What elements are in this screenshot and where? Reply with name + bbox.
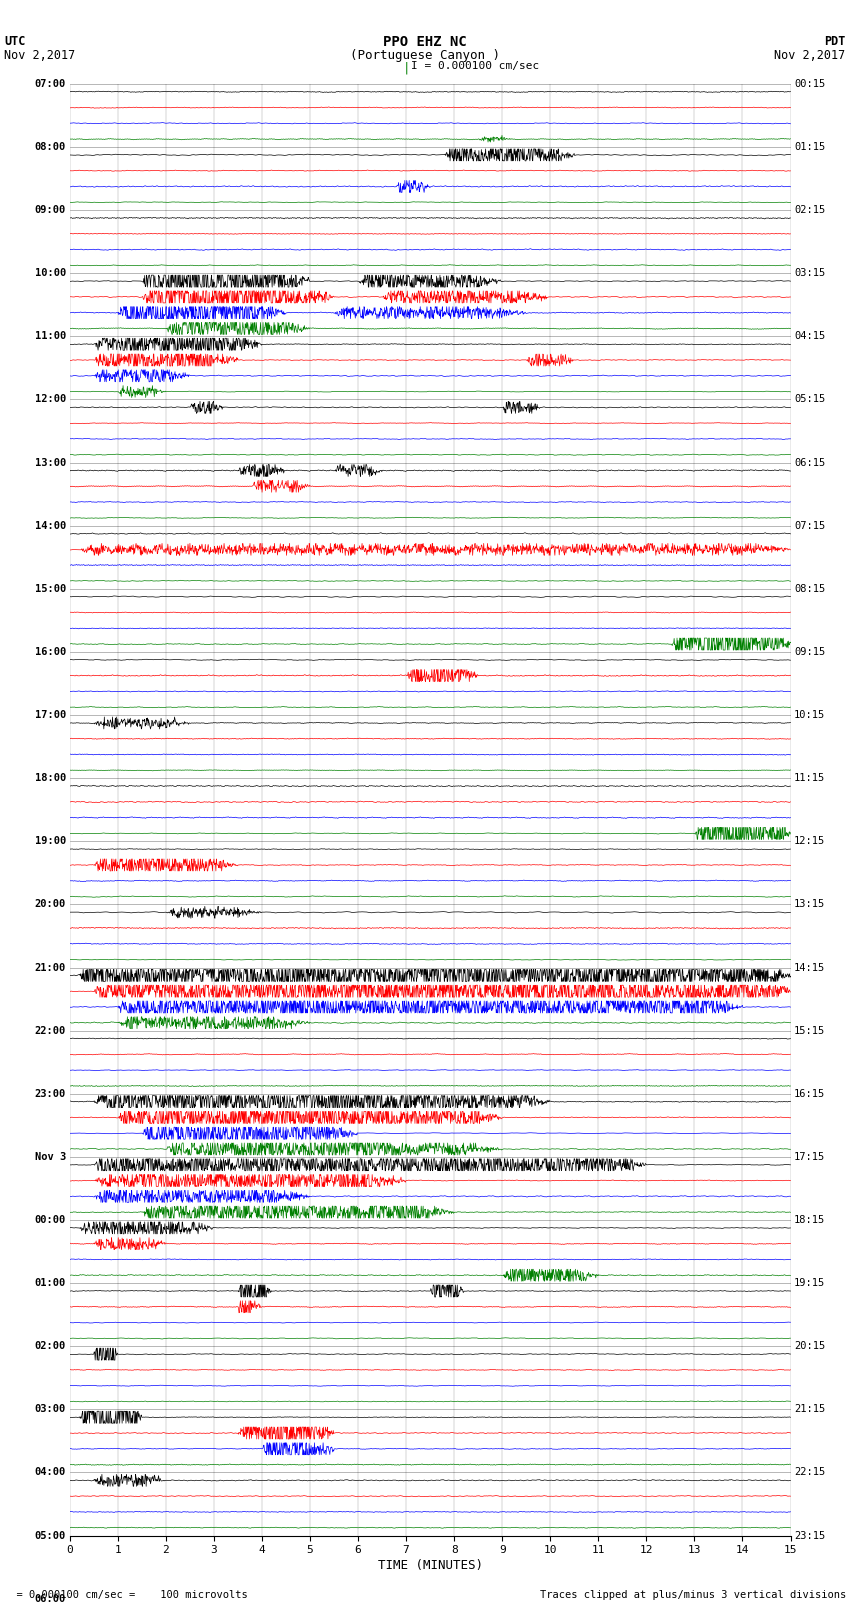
Text: |: | bbox=[403, 61, 410, 74]
Text: 21:00: 21:00 bbox=[35, 963, 66, 973]
Text: 19:00: 19:00 bbox=[35, 836, 66, 847]
Text: 14:15: 14:15 bbox=[794, 963, 825, 973]
Text: 16:00: 16:00 bbox=[35, 647, 66, 656]
Text: 13:15: 13:15 bbox=[794, 900, 825, 910]
Text: 15:00: 15:00 bbox=[35, 584, 66, 594]
Text: 07:15: 07:15 bbox=[794, 521, 825, 531]
Text: 22:15: 22:15 bbox=[794, 1468, 825, 1478]
Text: Nov 2,2017: Nov 2,2017 bbox=[774, 50, 846, 63]
Text: 00:15: 00:15 bbox=[794, 79, 825, 89]
Text: 14:00: 14:00 bbox=[35, 521, 66, 531]
Text: 17:00: 17:00 bbox=[35, 710, 66, 719]
Text: PPO EHZ NC: PPO EHZ NC bbox=[383, 35, 467, 48]
Text: 07:00: 07:00 bbox=[35, 79, 66, 89]
Text: 23:15: 23:15 bbox=[794, 1531, 825, 1540]
Text: 16:15: 16:15 bbox=[794, 1089, 825, 1098]
Text: UTC: UTC bbox=[4, 35, 26, 48]
Text: Nov 2,2017: Nov 2,2017 bbox=[4, 50, 76, 63]
Text: Nov 3: Nov 3 bbox=[35, 1152, 66, 1161]
Text: 00:00: 00:00 bbox=[35, 1215, 66, 1224]
Text: (Portuguese Canyon ): (Portuguese Canyon ) bbox=[350, 50, 500, 63]
Text: 05:00: 05:00 bbox=[35, 1531, 66, 1540]
Text: 11:15: 11:15 bbox=[794, 773, 825, 784]
Text: 22:00: 22:00 bbox=[35, 1026, 66, 1036]
Text: 13:00: 13:00 bbox=[35, 458, 66, 468]
Text: 10:00: 10:00 bbox=[35, 268, 66, 277]
Text: PDT: PDT bbox=[824, 35, 846, 48]
Text: 11:00: 11:00 bbox=[35, 331, 66, 342]
Text: Traces clipped at plus/minus 3 vertical divisions: Traces clipped at plus/minus 3 vertical … bbox=[540, 1590, 846, 1600]
Text: 18:00: 18:00 bbox=[35, 773, 66, 784]
Text: 06:00: 06:00 bbox=[35, 1594, 66, 1603]
Text: 04:00: 04:00 bbox=[35, 1468, 66, 1478]
Text: 01:00: 01:00 bbox=[35, 1277, 66, 1289]
Text: 02:00: 02:00 bbox=[35, 1342, 66, 1352]
Text: 18:15: 18:15 bbox=[794, 1215, 825, 1224]
Text: 19:15: 19:15 bbox=[794, 1277, 825, 1289]
Text: 15:15: 15:15 bbox=[794, 1026, 825, 1036]
Text: 09:00: 09:00 bbox=[35, 205, 66, 215]
Text: 02:15: 02:15 bbox=[794, 205, 825, 215]
Text: 01:15: 01:15 bbox=[794, 142, 825, 152]
Text: 04:15: 04:15 bbox=[794, 331, 825, 342]
Text: 23:00: 23:00 bbox=[35, 1089, 66, 1098]
Text: 20:15: 20:15 bbox=[794, 1342, 825, 1352]
Text: 20:00: 20:00 bbox=[35, 900, 66, 910]
Text: = 0.000100 cm/sec =    100 microvolts: = 0.000100 cm/sec = 100 microvolts bbox=[4, 1590, 248, 1600]
Text: 12:15: 12:15 bbox=[794, 836, 825, 847]
Text: 03:15: 03:15 bbox=[794, 268, 825, 277]
Text: 08:15: 08:15 bbox=[794, 584, 825, 594]
Text: 10:15: 10:15 bbox=[794, 710, 825, 719]
Text: 03:00: 03:00 bbox=[35, 1405, 66, 1415]
Text: I = 0.000100 cm/sec: I = 0.000100 cm/sec bbox=[411, 61, 540, 71]
Text: 08:00: 08:00 bbox=[35, 142, 66, 152]
X-axis label: TIME (MINUTES): TIME (MINUTES) bbox=[377, 1560, 483, 1573]
Text: 17:15: 17:15 bbox=[794, 1152, 825, 1161]
Text: 05:15: 05:15 bbox=[794, 395, 825, 405]
Text: 09:15: 09:15 bbox=[794, 647, 825, 656]
Text: 06:15: 06:15 bbox=[794, 458, 825, 468]
Text: 12:00: 12:00 bbox=[35, 395, 66, 405]
Text: 21:15: 21:15 bbox=[794, 1405, 825, 1415]
